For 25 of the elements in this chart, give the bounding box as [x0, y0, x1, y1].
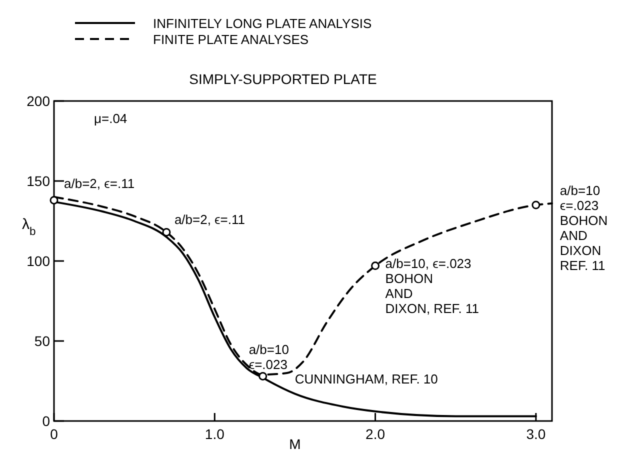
- legend-label: FINITE PLATE ANALYSES: [153, 32, 309, 47]
- x-tick-label: 2.0: [366, 426, 386, 442]
- chart-title: SIMPLY-SUPPORTED PLATE: [189, 71, 377, 87]
- annotation: a/b=2, ϵ=.11: [174, 212, 246, 228]
- y-tick-label: 200: [26, 93, 50, 109]
- legend-label: INFINITELY LONG PLATE ANALYSIS: [153, 16, 372, 31]
- point: [162, 228, 171, 236]
- y-tick-label: 0: [42, 413, 50, 429]
- annotation: a/b=10, ϵ=.023 BOHON AND DIXON, REF. 11: [385, 256, 479, 316]
- y-tick-label: 100: [26, 253, 50, 269]
- point: [532, 200, 540, 210]
- y-tick-label: 150: [26, 173, 50, 189]
- annotation: a/b=10 ϵ=.023 BOHON AND DIXON REF. 11: [560, 183, 608, 273]
- x-tick-label: 1.0: [204, 426, 225, 442]
- annotation: CUNNINGHAM, REF. 10: [294, 372, 438, 387]
- y-axis-title: λ$_{b}$: [22, 216, 36, 238]
- y-tick-label: 50: [34, 333, 50, 349]
- annotation: a/b=10 ϵ=.023: [248, 342, 289, 372]
- point: [371, 262, 380, 270]
- point: [50, 196, 58, 204]
- annotation: μ=.04: [94, 111, 128, 126]
- point: [258, 372, 268, 380]
- annotation: a/b=2, ϵ=.11: [64, 176, 135, 192]
- x-axis-title: M: [289, 436, 301, 451]
- x-tick-label: 3.0: [526, 426, 546, 442]
